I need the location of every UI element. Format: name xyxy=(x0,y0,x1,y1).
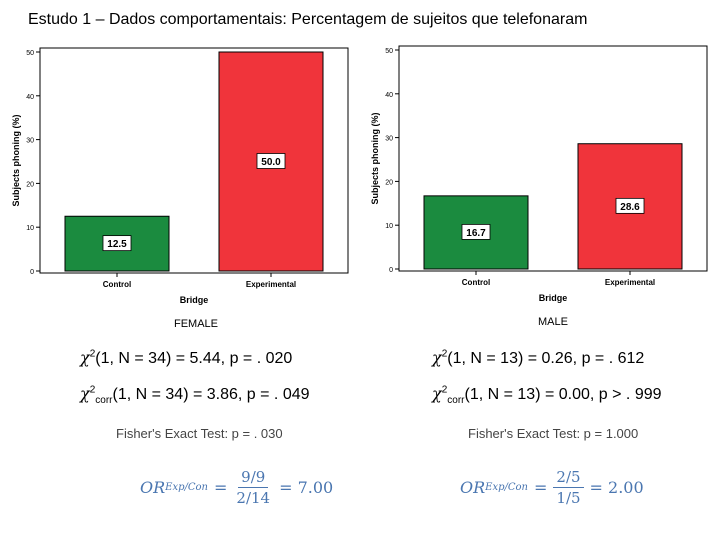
x-tick-label: Experimental xyxy=(246,280,296,289)
female-fisher: Fisher's Exact Test: p = . 030 xyxy=(116,426,283,441)
y-tick-label: 50 xyxy=(385,48,393,55)
page-title: Estudo 1 – Dados comportamentais: Percen… xyxy=(28,11,588,28)
male-chart-svg: 0 10 20 30 40 50 Subjects phoning (%) 16.7 Contr… xyxy=(370,45,708,303)
value-label-box xyxy=(256,153,286,169)
plot-frame xyxy=(398,45,708,272)
value-label-box xyxy=(615,197,645,214)
or-numerator: 9/9 xyxy=(238,468,269,488)
chi-sup: 2 xyxy=(441,384,448,396)
y-axis-label: Subjects phoning (%) xyxy=(11,115,21,207)
chi-symbol: χ xyxy=(432,384,442,403)
or-sub: Exp/Con xyxy=(165,482,208,493)
value-label: 16.7 xyxy=(466,228,486,239)
or-lhs: OR xyxy=(140,478,166,497)
or-result: = 7.00 xyxy=(279,478,334,497)
y-tick-label: 30 xyxy=(26,138,34,145)
female-chi-square-corr: χ2corr(1, N = 34) = 3.86, p = . 049 xyxy=(80,384,310,406)
chi-sup: 2 xyxy=(89,348,96,360)
male-odds-ratio: OR Exp/Con = 2/5 1/5 = 2.00 xyxy=(460,468,644,507)
male-fisher: Fisher's Exact Test: p = 1.000 xyxy=(468,426,639,441)
male-chart: 0 10 20 30 40 50 Subjects phoning (%) 16.7 Contr… xyxy=(367,38,719,310)
y-axis-label: Subjects phoning (%) xyxy=(370,113,380,205)
y-tick-label: 40 xyxy=(385,92,393,99)
y-tick-label: 10 xyxy=(26,225,34,232)
chicorr-rest: (1, N = 34) = 3.86, p = . 049 xyxy=(112,386,310,403)
y-tick-label: 50 xyxy=(26,50,34,57)
or-eq: = xyxy=(214,478,228,497)
chi-symbol: χ xyxy=(432,348,442,367)
or-denominator: 2/14 xyxy=(236,489,271,507)
value-label-box xyxy=(461,224,491,240)
chi-sup: 2 xyxy=(441,348,448,360)
y-tick-label: 0 xyxy=(30,269,34,276)
or-denominator: 1/5 xyxy=(556,489,581,507)
value-label: 50.0 xyxy=(261,157,281,168)
x-tick-label: Experimental xyxy=(605,278,655,287)
male-chi-square-corr: χ2corr(1, N = 13) = 0.00, p > . 999 xyxy=(432,384,662,406)
chi-rest: (1, N = 34) = 5.44, p = . 020 xyxy=(95,350,293,367)
x-axis-label: Bridge xyxy=(539,293,568,303)
female-chart: 0 10 20 30 40 50 Subjects phoning (%) 12.5 Contr… xyxy=(8,40,360,312)
x-tick-label: Control xyxy=(462,278,490,287)
chi-symbol: χ xyxy=(80,348,90,367)
or-fraction: 2/5 1/5 xyxy=(553,468,584,507)
y-tick-label: 20 xyxy=(385,179,393,186)
y-tick-label: 10 xyxy=(385,223,393,230)
y-tick-label: 0 xyxy=(389,267,393,274)
female-chi-square: χ2(1, N = 34) = 5.44, p = . 020 xyxy=(80,348,292,368)
or-numerator: 2/5 xyxy=(553,468,584,488)
chi-symbol: χ xyxy=(80,384,90,403)
or-eq: = xyxy=(534,478,548,497)
or-sub: Exp/Con xyxy=(485,482,528,493)
x-tick-label: Control xyxy=(103,280,131,289)
x-axis-label: Bridge xyxy=(180,295,209,305)
or-lhs: OR xyxy=(460,478,486,497)
value-label: 28.6 xyxy=(620,202,640,213)
y-tick-label: 20 xyxy=(26,181,34,188)
male-chi-square: χ2(1, N = 13) = 0.26, p = . 612 xyxy=(432,348,644,368)
value-label-box xyxy=(102,235,132,252)
or-fraction: 9/9 2/14 xyxy=(233,468,273,507)
y-tick-label: 40 xyxy=(26,94,34,101)
or-result: = 2.00 xyxy=(589,478,644,497)
chi-rest: (1, N = 13) = 0.26, p = . 612 xyxy=(447,350,645,367)
value-label: 12.5 xyxy=(107,239,127,250)
chi-sub: corr xyxy=(447,395,465,407)
chicorr-rest: (1, N = 13) = 0.00, p > . 999 xyxy=(464,386,662,403)
chi-sub: corr xyxy=(95,395,113,407)
female-group-label: FEMALE xyxy=(174,318,219,330)
female-chart-svg: 0 10 20 30 40 50 Subjects phoning (%) 12.5 Contr… xyxy=(11,47,349,305)
plot-frame xyxy=(39,47,349,274)
female-odds-ratio: OR Exp/Con = 9/9 2/14 = 7.00 xyxy=(140,468,333,507)
male-group-label: MALE xyxy=(538,316,568,328)
y-tick-label: 30 xyxy=(385,136,393,143)
chi-sup: 2 xyxy=(89,384,96,396)
